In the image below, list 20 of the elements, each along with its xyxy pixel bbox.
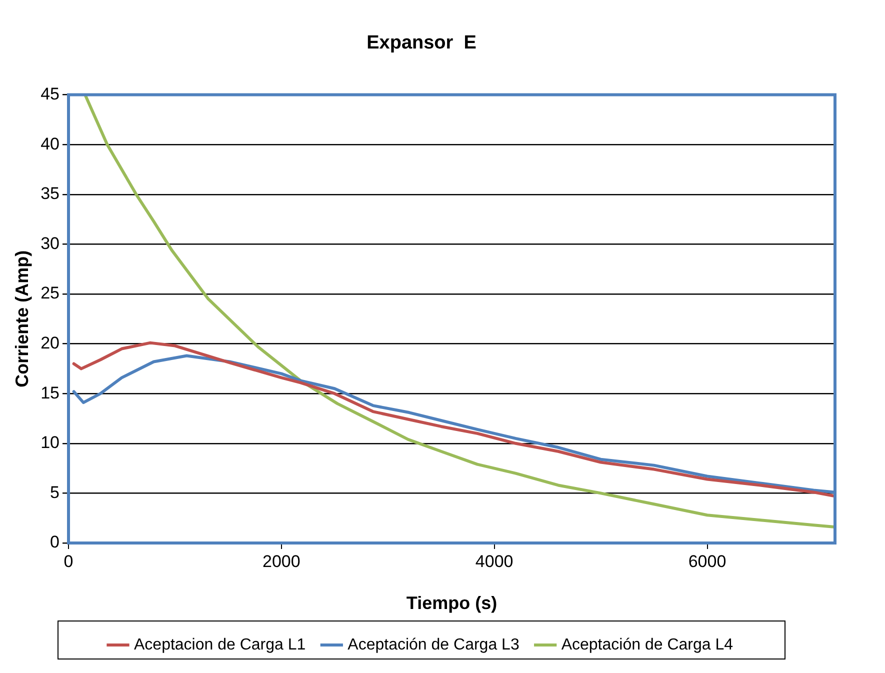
y-tick-label: 15 (40, 383, 60, 402)
y-tick-label: 30 (40, 234, 60, 253)
y-axis-title: Corriente (Amp) (12, 250, 32, 388)
x-tick-label: 6000 (688, 552, 726, 571)
x-tick-label: 2000 (262, 552, 300, 571)
y-tick-label: 0 (50, 532, 60, 552)
x-tick-label: 0 (64, 552, 74, 571)
y-tick-label: 25 (40, 284, 60, 303)
y-tick-label: 20 (40, 333, 60, 352)
y-tick-label: 10 (40, 433, 60, 452)
legend-label: Aceptación de Carga L4 (561, 636, 734, 654)
y-tick-label: 45 (40, 84, 60, 104)
y-tick-label: 35 (40, 184, 60, 204)
legend-label: Aceptacion de Carga L1 (134, 636, 306, 654)
chart-title: Expansor E (366, 32, 476, 54)
x-tick-label: 4000 (475, 552, 514, 571)
y-tick-label: 5 (50, 482, 60, 502)
x-axis-title: Tiempo (s) (406, 593, 498, 614)
y-tick-label: 40 (40, 134, 60, 154)
legend-label: Aceptación de Carga L3 (348, 636, 520, 654)
